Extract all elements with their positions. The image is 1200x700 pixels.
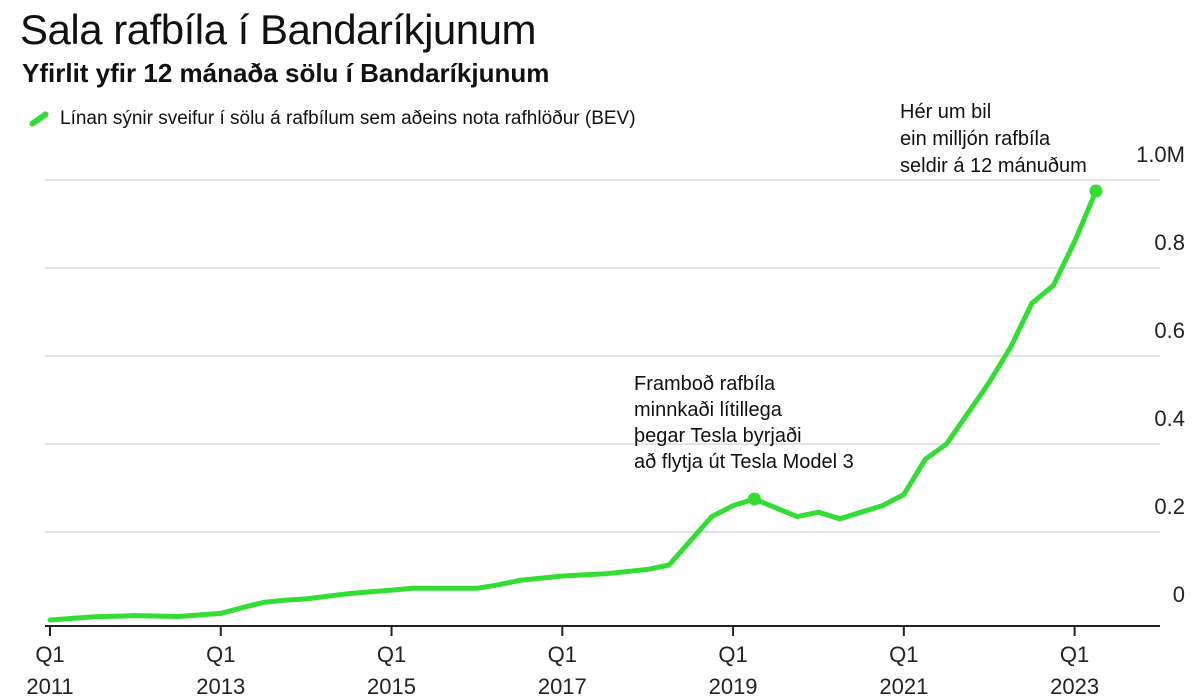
y-tick-label: 0.6: [1154, 318, 1185, 343]
x-tick-quarter: Q1: [889, 642, 918, 667]
annotation-line: minnkaði lítillega: [634, 399, 783, 421]
annotations-layer: Framboð rafbíla minnkaði lítillega þegar T…: [634, 101, 1087, 473]
x-tick-quarter: Q1: [377, 642, 406, 667]
y-tick-label: 0.4: [1154, 406, 1185, 431]
x-axis-labels: Q1 2011 Q1 2013 Q1 2015 Q1 2017 Q1 2019 Q1 2021 Q1 20…: [26, 626, 1099, 699]
annotation-line: að flytja út Tesla Model 3: [634, 451, 854, 473]
annotation-line: seldir á 12 mánuðum: [900, 155, 1087, 177]
x-tick-year: 2023: [1050, 674, 1099, 699]
series-line: [47, 188, 1099, 623]
x-tick-year: 2019: [709, 674, 758, 699]
y-tick-label: 0: [1173, 582, 1185, 607]
chart-title: Sala rafbíla í Bandaríkjunum: [20, 6, 536, 53]
annotation-million: Hér um bil ein milljón rafbíla seldir á 12…: [900, 101, 1087, 177]
gridlines: [45, 179, 1160, 533]
x-tick-quarter: Q1: [35, 642, 64, 667]
x-tick-year: 2017: [538, 674, 587, 699]
x-tick-quarter: Q1: [718, 642, 747, 667]
x-tick-quarter: Q1: [1060, 642, 1089, 667]
y-tick-label: 0.2: [1154, 494, 1185, 519]
x-tick-year: 2011: [26, 674, 73, 699]
y-tick-label: 1.0M: [1136, 142, 1185, 167]
x-tick-year: 2013: [196, 674, 245, 699]
y-axis-labels: 0 0.2 0.4 0.6 0.8 1.0M: [1136, 142, 1185, 607]
annotation-line: ein milljón rafbíla: [900, 128, 1051, 150]
legend: Línan sýnir sveifur í sölu á rafbílum se…: [28, 108, 636, 130]
annotation-tesla: Framboð rafbíla minnkaði lítillega þegar T…: [634, 373, 854, 473]
y-tick-label: 0.8: [1154, 230, 1185, 255]
annotation-line: Framboð rafbíla: [634, 373, 776, 395]
legend-label: Línan sýnir sveifur í sölu á rafbílum se…: [60, 108, 636, 129]
annotation-line: Hér um bil: [900, 101, 991, 123]
data-point-marker: [747, 492, 761, 506]
markers-layer: [747, 184, 1103, 506]
x-tick-year: 2015: [367, 674, 416, 699]
chart-subtitle: Yfirlit yfir 12 mánaða sölu í Bandaríkju…: [22, 58, 550, 88]
data-point-marker: [1089, 184, 1103, 198]
x-tick-quarter: Q1: [548, 642, 577, 667]
x-tick-year: 2021: [879, 674, 928, 699]
x-tick-quarter: Q1: [206, 642, 235, 667]
series-layer: [47, 188, 1099, 623]
annotation-line: þegar Tesla byrjaði: [634, 425, 802, 447]
